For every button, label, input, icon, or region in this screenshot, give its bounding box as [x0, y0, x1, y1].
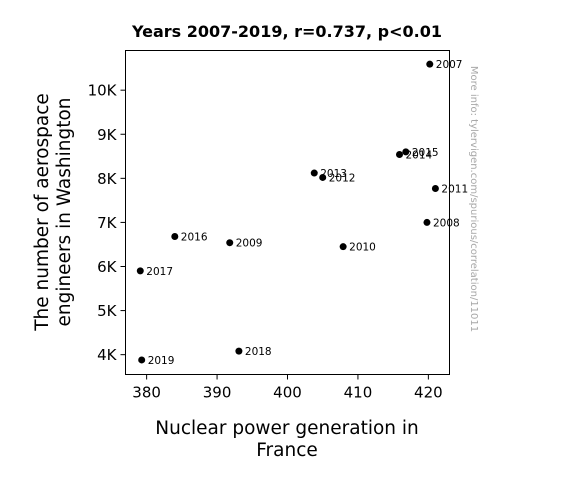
- data-point-label-2013: 2013: [320, 168, 347, 180]
- data-point-2013: [310, 169, 318, 177]
- data-point-2017: [136, 267, 144, 275]
- y-axis-ticks: 4K 5K 6K 7K 8K 9K 10K: [88, 82, 126, 364]
- chart-title: Years 2007-2019, r=0.737, p<0.01: [131, 22, 442, 41]
- y-tick-label: 6K: [97, 258, 118, 276]
- data-point-label-2015: 2015: [412, 147, 439, 159]
- y-axis-label-line-2: engineers in Washington: [54, 97, 75, 326]
- x-tick-label: 420: [414, 384, 443, 402]
- data-point-2016: [171, 233, 179, 241]
- data-point-label-2008: 2008: [433, 217, 460, 229]
- data-point-label-2014: 2014: [405, 150, 432, 162]
- data-point-2019: [138, 356, 146, 364]
- x-tick-label: 400: [273, 384, 302, 402]
- plot-area-frame: [125, 50, 450, 375]
- y-tick-label: 9K: [97, 126, 118, 144]
- data-point-label-2018: 2018: [245, 346, 272, 358]
- data-point-2007: [426, 60, 434, 68]
- data-point-2018: [235, 347, 243, 355]
- data-point-2012: [319, 173, 327, 181]
- source-watermark: More info: tylervigen.com/spurious/corre…: [468, 66, 479, 332]
- x-axis-ticks: 380 390 400 410 420: [132, 374, 443, 402]
- data-point-label-2012: 2012: [329, 172, 356, 184]
- y-tick-label: 7K: [97, 214, 118, 232]
- x-tick-label: 410: [344, 384, 373, 402]
- data-point-2014: [395, 151, 403, 159]
- y-axis-label-line-1: The number of aerospace: [32, 93, 53, 332]
- data-point-label-2009: 2009: [236, 238, 263, 250]
- data-point-label-2010: 2010: [349, 242, 376, 254]
- data-point-label-2016: 2016: [181, 232, 208, 244]
- data-point-2009: [226, 239, 234, 247]
- data-point-2015: [402, 148, 410, 156]
- y-tick-label: 4K: [97, 346, 118, 364]
- data-point-label-2007: 2007: [436, 59, 463, 71]
- data-point-label-2011: 2011: [441, 183, 468, 195]
- x-axis-label-line-1: Nuclear power generation in: [155, 418, 419, 439]
- data-point-2008: [423, 218, 431, 226]
- data-point-label-2017: 2017: [146, 266, 173, 278]
- x-axis-label-line-2: France: [256, 440, 318, 461]
- data-point-2011: [431, 184, 439, 192]
- x-tick-label: 390: [203, 384, 232, 402]
- x-tick-label: 380: [132, 384, 161, 402]
- y-tick-label: 10K: [88, 82, 118, 100]
- y-tick-label: 5K: [97, 302, 118, 320]
- data-point-2010: [339, 243, 347, 251]
- y-tick-label: 8K: [97, 170, 118, 188]
- data-point-label-2019: 2019: [148, 355, 175, 367]
